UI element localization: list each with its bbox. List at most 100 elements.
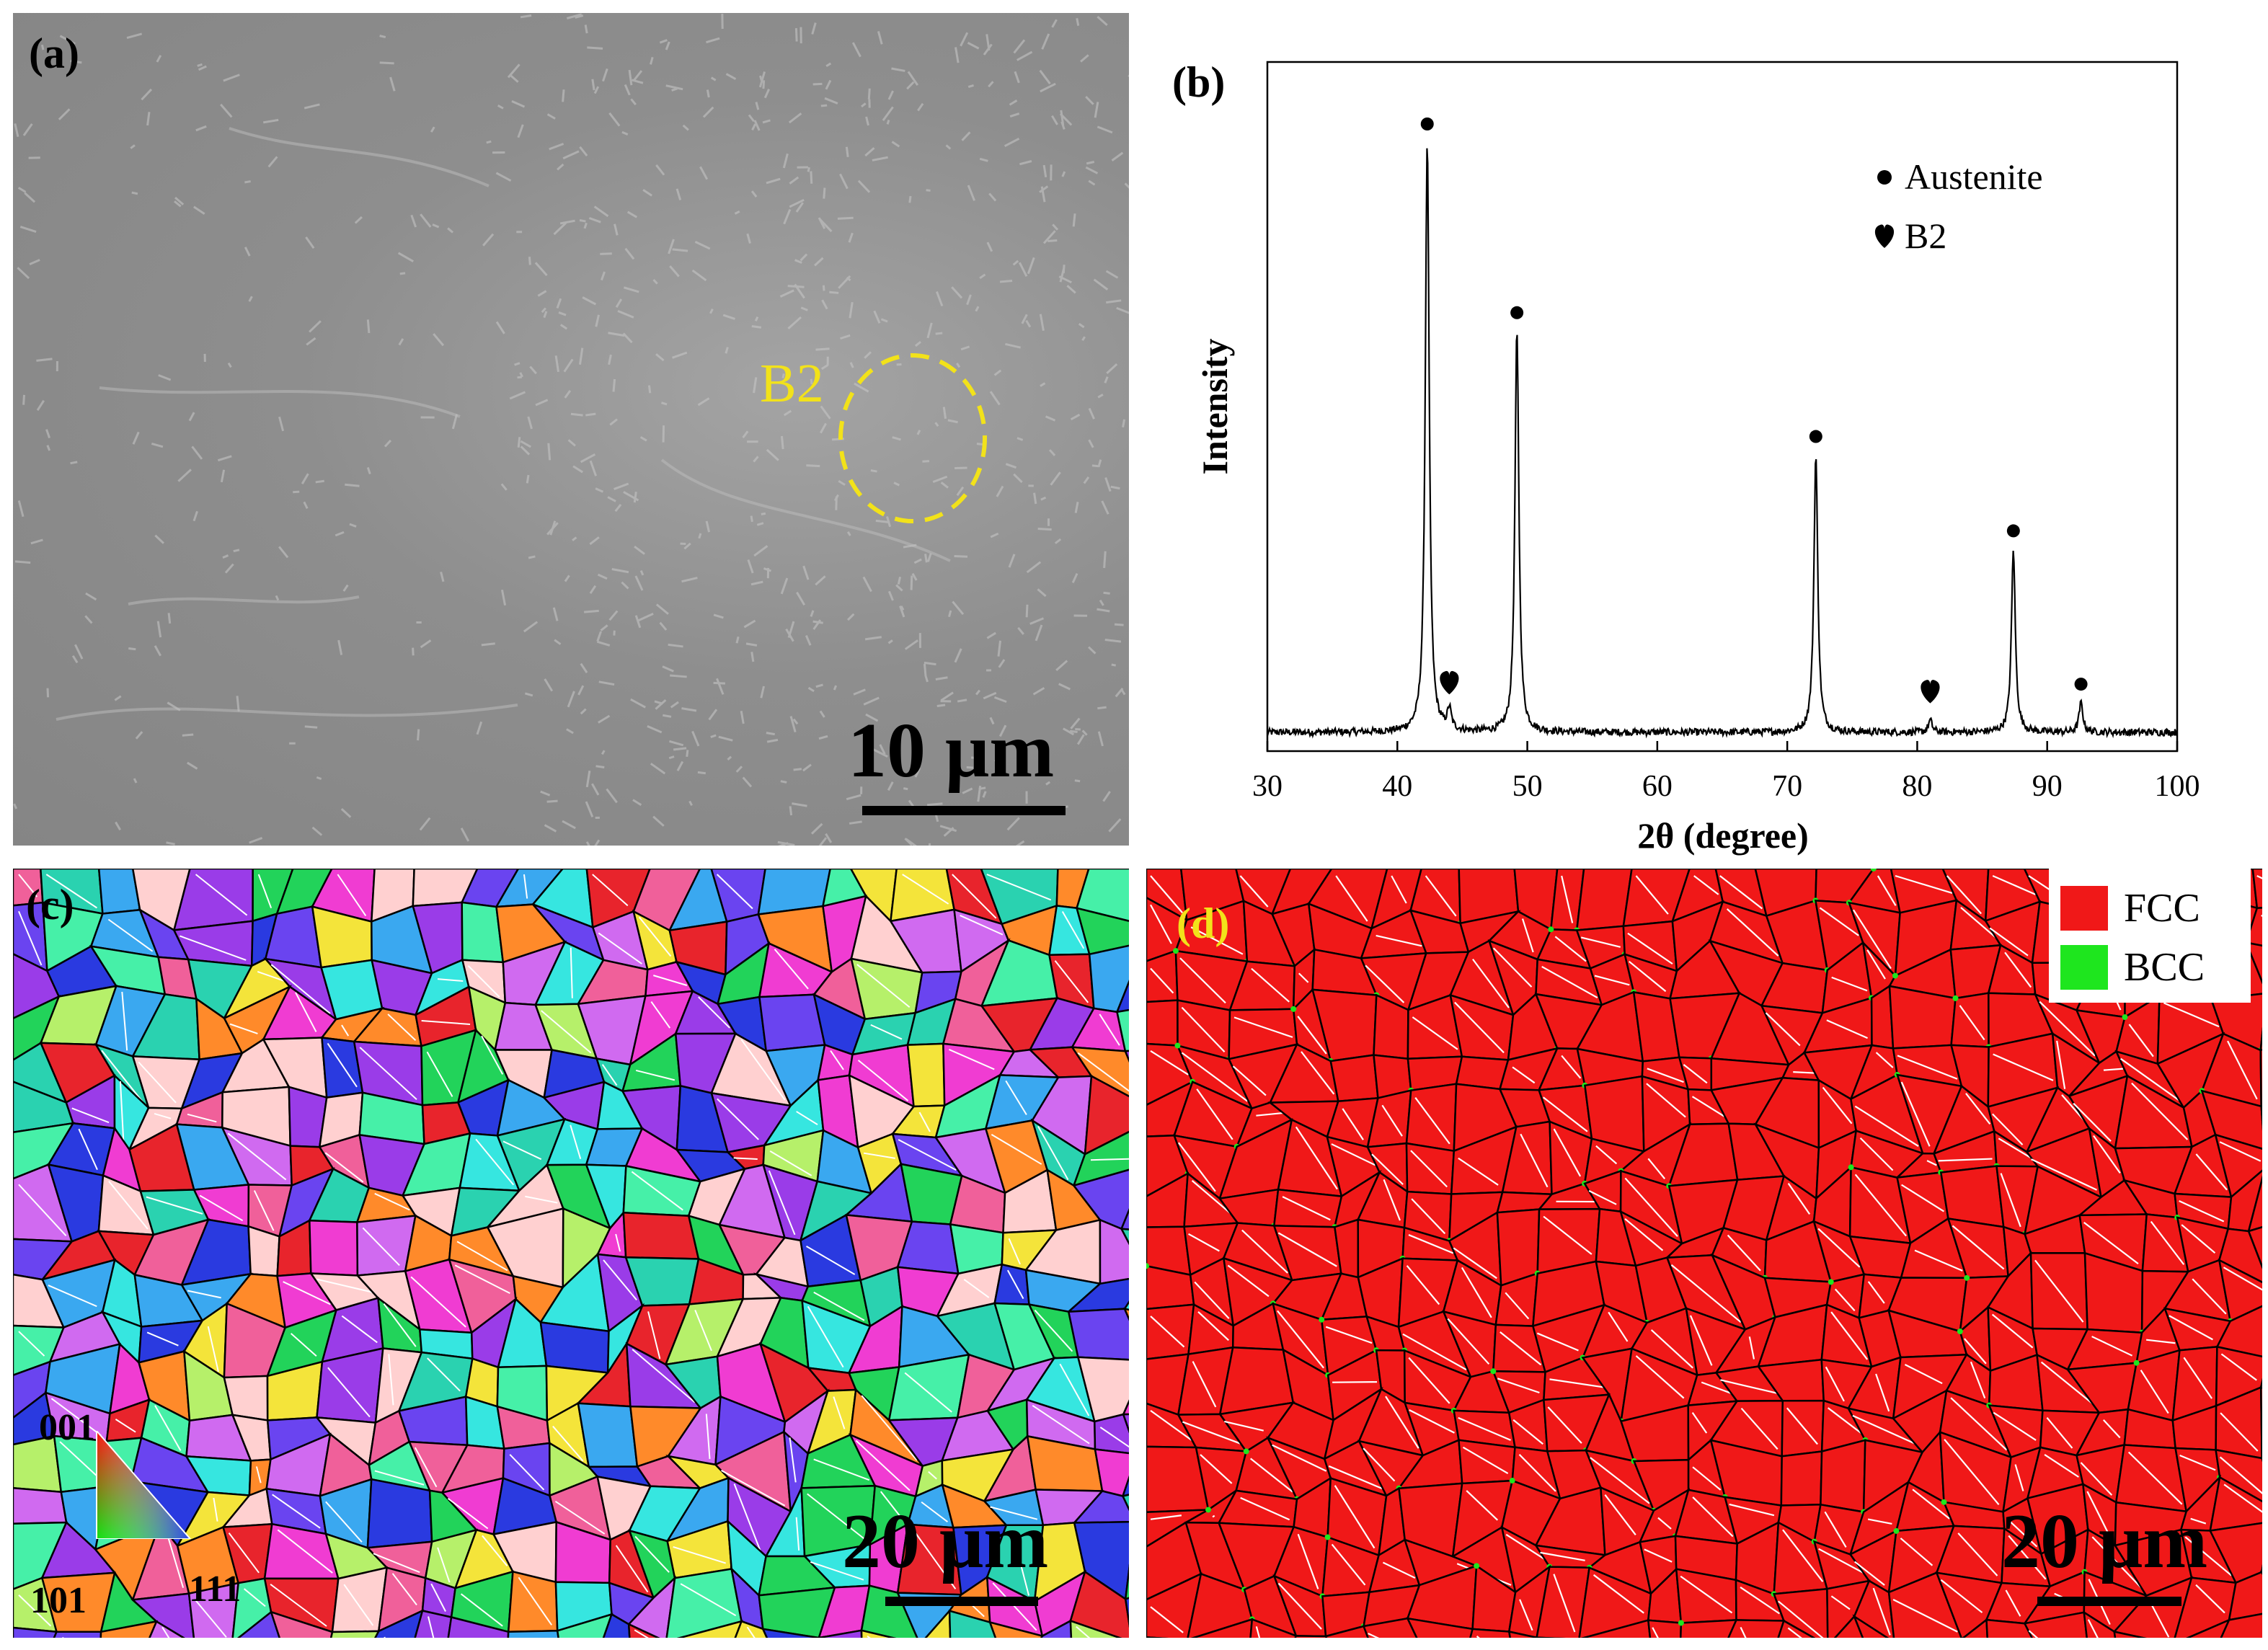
- twin-boundary: [1650, 1329, 1693, 1369]
- twin-boundary: [2223, 1267, 2262, 1291]
- bcc-particle: [1848, 1164, 1854, 1171]
- twin-boundary: [2080, 1462, 2113, 1496]
- twin-boundary: [653, 975, 688, 986]
- twin-boundary: [1680, 1575, 1733, 1614]
- twin-boundary: [343, 1584, 374, 1626]
- twin-boundary: [325, 1501, 363, 1543]
- twin-boundary: [635, 1069, 675, 1081]
- twin-boundary: [1383, 1179, 1401, 1221]
- grain: [1887, 1571, 1962, 1638]
- twin-boundary: [460, 1593, 503, 1627]
- grain: [860, 1584, 918, 1638]
- twin-boundary: [1298, 972, 1309, 983]
- legend-heart-marker: [1874, 224, 1895, 248]
- grain: [1072, 1490, 1129, 1524]
- sem-texture: [13, 13, 1129, 846]
- grain: [1146, 999, 1179, 1047]
- twin-boundary: [1500, 1331, 1542, 1366]
- grain: [1146, 1303, 1195, 1360]
- twin-boundary: [482, 1535, 508, 1566]
- twin-boundary: [2220, 1412, 2259, 1452]
- twin-boundary: [154, 1405, 182, 1451]
- bcc-particle: [1290, 1006, 1297, 1012]
- twin-boundary: [1859, 1137, 1894, 1171]
- x-tick-label: 80: [1902, 770, 1932, 803]
- twin-boundary: [1076, 1625, 1091, 1638]
- twin-boundary: [283, 1281, 331, 1305]
- twin-boundary: [1957, 1533, 1998, 1576]
- grain: [2244, 941, 2262, 985]
- twin-boundary: [1277, 1582, 1322, 1630]
- twin-boundary: [1385, 1396, 1419, 1449]
- grain: [1122, 1300, 1129, 1311]
- twin-boundary: [187, 1113, 217, 1123]
- twin-boundary: [270, 964, 331, 1014]
- grain: [309, 1219, 359, 1277]
- twin-boundary: [1822, 1086, 1853, 1125]
- twin-boundary: [1461, 1267, 1492, 1318]
- twin-boundary: [647, 1311, 661, 1360]
- twin-boundary: [1627, 932, 1673, 965]
- twin-boundary: [774, 949, 809, 990]
- twin-boundary: [410, 1276, 466, 1328]
- twin-boundary: [1414, 1097, 1450, 1145]
- twin-boundary: [1011, 1530, 1030, 1596]
- twin-boundary: [904, 1372, 952, 1413]
- twin-boundary: [1200, 1454, 1233, 1484]
- twin-boundary: [1181, 1052, 1249, 1102]
- twin-boundary: [257, 970, 285, 982]
- twin-boundary: [146, 1331, 179, 1347]
- twin-boundary: [373, 1553, 420, 1574]
- twin-boundary: [1691, 1412, 1708, 1434]
- twin-boundary: [161, 1626, 170, 1638]
- twin-boundary: [1719, 875, 1763, 910]
- legend-b2-label: B2: [1905, 216, 1946, 256]
- twin-boundary: [705, 1414, 711, 1459]
- twin-boundary: [1335, 875, 1368, 922]
- grain: [1362, 1617, 1418, 1638]
- twin-boundary: [769, 1150, 812, 1176]
- twin-boundary: [1458, 1157, 1499, 1186]
- grain: [1120, 1228, 1129, 1246]
- twin-boundary: [2183, 1357, 2213, 1399]
- twin-boundary: [615, 1233, 621, 1252]
- twin-boundary: [1594, 975, 1630, 986]
- bcc-particle: [1957, 1329, 1963, 1335]
- grain: [1115, 980, 1129, 1013]
- twin-boundary: [1787, 1627, 1802, 1638]
- twin-boundary: [1150, 1316, 1185, 1348]
- twin-boundary: [195, 874, 248, 916]
- grain: [1469, 1628, 1511, 1638]
- grain: [1121, 1494, 1129, 1512]
- twin-boundary: [991, 1134, 1042, 1165]
- bcc-particle: [1243, 1448, 1249, 1455]
- twin-boundary: [1472, 958, 1510, 1008]
- twin-boundary: [518, 1576, 553, 1625]
- twin-boundary: [1376, 934, 1422, 947]
- grain: [149, 1620, 185, 1638]
- twin-boundary: [768, 1170, 796, 1236]
- twin-boundary: [1241, 1229, 1288, 1274]
- twin-boundary: [2169, 1315, 2213, 1341]
- twin-boundary: [717, 1098, 759, 1140]
- twin-boundary: [733, 1483, 761, 1551]
- x-tick-label: 70: [1772, 770, 1802, 803]
- ipf-grain-map: [13, 869, 1129, 1638]
- twin-boundary: [1365, 964, 1405, 1003]
- grain: [2215, 1305, 2262, 1358]
- twin-boundary: [1453, 1247, 1497, 1279]
- grain: [187, 1582, 240, 1638]
- grain: [1772, 1587, 1829, 1638]
- twin-boundary: [1410, 1150, 1448, 1188]
- twin-boundary: [1325, 1326, 1373, 1344]
- grain: [1072, 1130, 1129, 1187]
- twin-boundary: [1970, 1361, 1986, 1399]
- twin-boundary: [2140, 1370, 2169, 1414]
- twin-boundary: [1332, 1381, 1378, 1383]
- twin-boundary: [746, 1626, 756, 1638]
- grain: [676, 1620, 743, 1638]
- twin-boundary: [1054, 960, 1089, 1003]
- twin-boundary: [2040, 1361, 2096, 1406]
- grain: [1249, 1618, 1298, 1638]
- twin-boundary: [427, 1357, 461, 1392]
